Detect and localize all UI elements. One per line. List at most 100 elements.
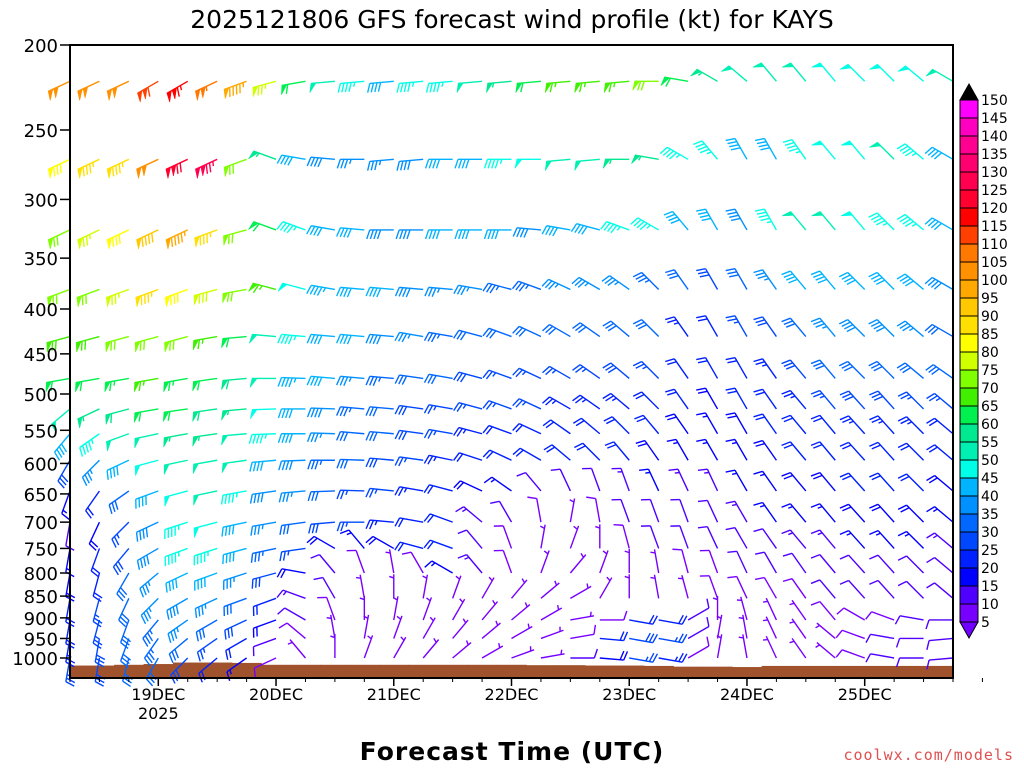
wind-barb — [781, 359, 807, 379]
wind-barb — [165, 158, 189, 179]
y-tick-label: 200 — [24, 36, 58, 57]
colorbar-label: 60 — [981, 417, 999, 433]
colorbar-swatch — [959, 243, 979, 263]
wind-barb — [306, 535, 336, 550]
wind-barb — [603, 80, 630, 93]
wind-barb — [753, 439, 777, 461]
wind-barb — [193, 521, 218, 538]
wind-barb — [105, 433, 130, 452]
wind-barb — [658, 614, 688, 625]
wind-barb — [839, 554, 866, 574]
y-tick-label: 750 — [24, 539, 58, 560]
wind-barb — [76, 288, 100, 307]
y-tick-label: 600 — [24, 454, 58, 475]
wind-barb — [753, 413, 777, 435]
wind-barb — [511, 623, 533, 640]
y-tick-label: 550 — [24, 421, 58, 442]
wind-barb — [277, 282, 306, 292]
terrain-segment — [849, 665, 880, 678]
wind-barb — [396, 80, 424, 93]
wind-barb — [781, 389, 807, 410]
wind-barb — [145, 657, 159, 687]
wind-barb — [249, 490, 277, 504]
wind-barb — [514, 158, 541, 169]
wind-barb — [47, 229, 71, 250]
wind-barb — [687, 636, 710, 659]
wind-barb — [482, 449, 512, 461]
wind-barb — [422, 616, 436, 639]
terrain-segment — [70, 665, 86, 678]
colorbar-swatch — [959, 369, 979, 389]
wind-barb — [600, 221, 630, 234]
wind-barb — [865, 611, 895, 621]
wind-barb — [223, 572, 247, 590]
wind-barb — [336, 227, 365, 238]
wind-barb — [540, 550, 550, 574]
wind-barb — [394, 331, 424, 343]
colorbar-swatch — [959, 549, 979, 569]
terrain-segment — [761, 665, 792, 678]
wind-barb — [629, 614, 659, 625]
colorbar-swatch — [959, 567, 979, 587]
wind-barb — [716, 614, 723, 639]
wind-barb — [666, 438, 689, 461]
wind-barb — [75, 335, 100, 353]
colorbar-swatch — [959, 99, 979, 119]
wind-barb — [77, 158, 100, 179]
wind-barb — [306, 432, 335, 443]
wind-barb — [925, 68, 954, 82]
wind-barb — [665, 413, 689, 435]
wind-barb — [112, 547, 130, 576]
wind-barb — [481, 643, 504, 659]
wind-barb — [595, 524, 601, 549]
wind-barb — [896, 362, 925, 379]
wind-barb — [865, 653, 895, 663]
wind-barb — [789, 618, 807, 639]
wind-barb — [650, 549, 660, 574]
wind-barb — [248, 150, 277, 160]
terrain-segment — [526, 665, 557, 678]
colorbar-label: 150 — [981, 93, 1008, 109]
wind-barb — [897, 555, 925, 574]
wind-barb — [865, 633, 895, 643]
wind-barb — [279, 547, 306, 562]
wind-barb — [835, 629, 865, 640]
wind-barb — [281, 80, 306, 95]
wind-barb — [697, 499, 719, 523]
terrain-segment — [643, 665, 674, 678]
wind-barb — [868, 360, 895, 379]
wind-barb — [248, 221, 277, 232]
wind-barb — [279, 521, 306, 535]
wind-barb — [134, 459, 159, 476]
wind-barb — [221, 459, 247, 473]
wind-barb — [753, 470, 777, 492]
wind-barb — [725, 500, 748, 523]
wind-barb — [838, 318, 866, 338]
wind-barb — [839, 579, 866, 599]
wind-barb — [164, 490, 188, 507]
chart-title: 2025121806 GFS forecast wind profile (kt… — [190, 5, 833, 34]
wind-barb — [77, 229, 100, 250]
wind-barb — [306, 407, 335, 418]
wind-barb — [306, 284, 336, 296]
wind-barb — [926, 556, 954, 574]
wind-barb — [527, 496, 542, 523]
wind-barb — [425, 80, 453, 93]
wind-barb — [752, 62, 777, 82]
wind-barb — [482, 424, 512, 435]
terrain-segment — [467, 664, 498, 678]
terrain-segment — [585, 665, 616, 678]
wind-barb — [253, 657, 277, 678]
wind-barb — [165, 572, 189, 593]
wind-barb — [639, 468, 660, 492]
wind-barb — [336, 406, 365, 417]
wind-barb — [481, 599, 499, 621]
wind-barb — [839, 390, 866, 410]
wind-barb — [394, 404, 424, 416]
y-tick-label: 1000 — [12, 649, 58, 670]
wind-barb — [452, 640, 472, 659]
terrain-segment — [202, 662, 233, 678]
wind-barb — [423, 484, 453, 495]
colorbar-swatch — [959, 513, 979, 533]
wind-barb — [422, 637, 440, 659]
